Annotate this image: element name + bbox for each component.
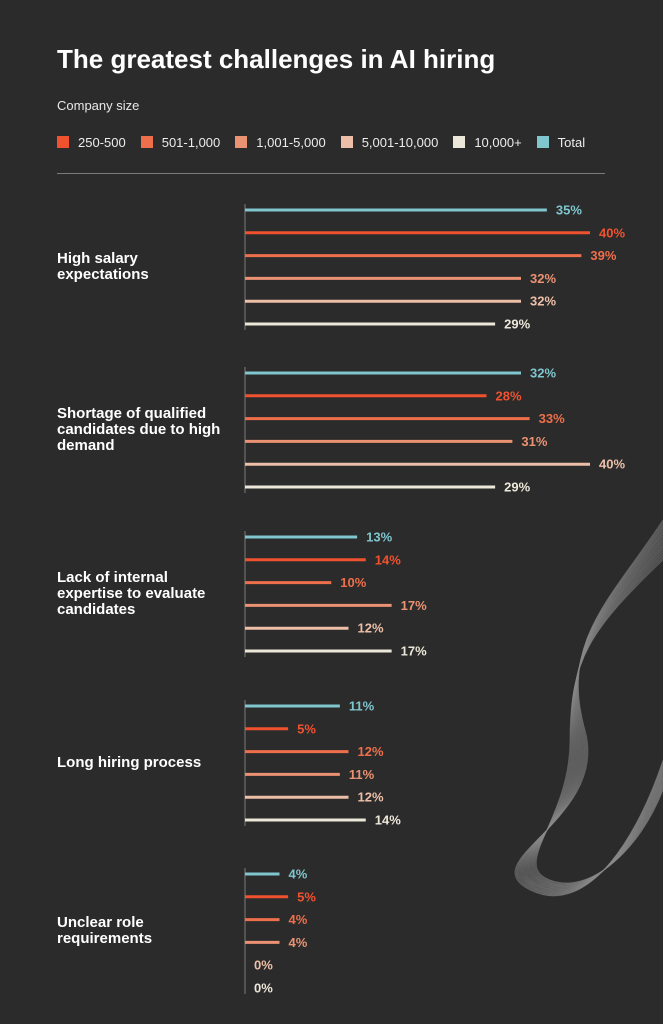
legend-item-501-1-000: 501-1,000 — [140, 134, 221, 150]
chart-title: The greatest challenges in AI hiring — [57, 44, 496, 74]
legend-swatch — [536, 136, 549, 148]
data-label: 28% — [496, 388, 522, 403]
category-label: Shortage of qualified candidates due to … — [57, 405, 221, 454]
legend-label: 501-1,000 — [161, 134, 221, 150]
divider — [57, 173, 605, 174]
legend-swatch — [453, 136, 466, 148]
data-label: 31% — [521, 434, 547, 449]
legend-item-5-001-10-000: 5,001-10,000 — [340, 134, 439, 150]
data-label: 39% — [590, 248, 616, 263]
legend-label: Total — [557, 134, 586, 150]
data-label: 35% — [556, 203, 582, 218]
legend-label: 5,001-10,000 — [361, 134, 439, 150]
data-label: 11% — [349, 767, 375, 782]
data-label: 29% — [504, 317, 530, 332]
legend-swatch — [57, 136, 69, 148]
data-label: 33% — [539, 411, 565, 426]
legend-title: Company size — [57, 98, 140, 113]
data-label: 4% — [289, 935, 308, 950]
legend-label: 10,000+ — [474, 134, 522, 150]
data-label: 14% — [375, 552, 401, 567]
legend-label: 250-500 — [78, 134, 126, 150]
data-label: 5% — [297, 889, 316, 904]
data-label: 12% — [358, 621, 384, 636]
legend-swatch — [140, 136, 153, 148]
legend: 250-500 501-1,000 1,001-5,000 5,001-10,000 1… — [57, 133, 585, 151]
legend-item-total: Total — [536, 134, 586, 150]
data-label: 14% — [375, 813, 401, 828]
legend-item-250-500: 250-500 — [57, 135, 126, 150]
data-label: 0% — [254, 958, 273, 973]
wave-line — [535, 559, 663, 884]
data-label: 12% — [358, 744, 384, 759]
category-label: Unclear role requirements — [57, 914, 153, 947]
legend-swatch — [340, 136, 353, 148]
category-label: High salary expectations — [57, 250, 149, 283]
data-label: 4% — [289, 912, 308, 927]
data-label: 4% — [289, 867, 308, 882]
data-label: 32% — [530, 271, 556, 286]
category-label: Long hiring process — [57, 754, 202, 771]
data-label: 32% — [530, 294, 556, 309]
legend-label: 1,001-5,000 — [256, 134, 326, 150]
data-label: 10% — [340, 575, 366, 590]
data-label: 11% — [349, 699, 375, 714]
data-label: 5% — [297, 721, 316, 736]
category-label: Lack of internal expertise to evaluate c… — [57, 569, 206, 618]
legend-item-10-000: 10,000+ — [453, 134, 522, 150]
data-label: 17% — [401, 644, 427, 659]
data-label: 12% — [358, 790, 384, 805]
data-label: 40% — [599, 225, 625, 240]
data-label: 0% — [254, 981, 273, 996]
legend-swatch — [235, 136, 248, 148]
data-label: 13% — [366, 530, 392, 545]
data-label: 40% — [599, 457, 625, 472]
data-label: 17% — [401, 598, 427, 613]
legend-item-1-001-5-000: 1,001-5,000 — [235, 134, 326, 150]
data-label: 32% — [530, 366, 556, 381]
data-label: 29% — [504, 480, 530, 495]
